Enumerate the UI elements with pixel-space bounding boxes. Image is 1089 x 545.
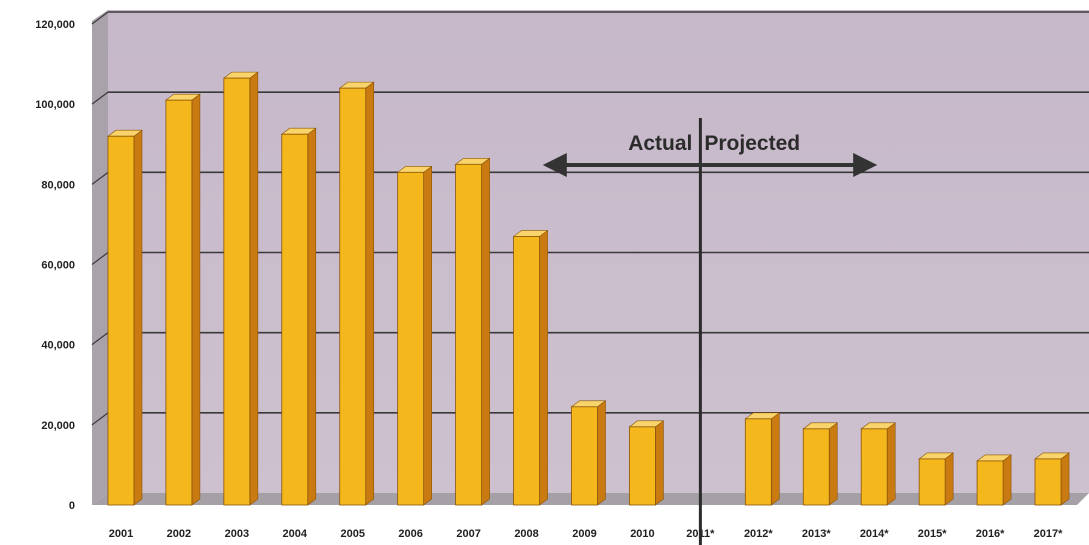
x-tick-label: 2007 xyxy=(456,528,480,540)
x-tick-label: 2015* xyxy=(918,528,947,540)
x-tick-label: 2010 xyxy=(630,528,654,540)
bar-2008 xyxy=(512,229,549,506)
bar-2001 xyxy=(107,129,143,506)
y-axis-ticks: 0 20,000 40,000 60,000 80,000 100,000 120,000 xyxy=(35,19,75,512)
bar-2015 xyxy=(918,452,955,506)
x-tick-label: 2017* xyxy=(1034,528,1063,540)
x-tick-label: 2002 xyxy=(167,528,191,540)
gridline-side xyxy=(91,332,109,346)
gridline-side xyxy=(91,252,109,265)
y-tick-label: 100,000 xyxy=(35,99,75,111)
bars xyxy=(107,71,1070,506)
x-axis-ticks: 2001 2002 2003 2004 2005 2006 2007 2008 2009 2010… xyxy=(109,528,1063,540)
bar-2005 xyxy=(338,81,375,506)
x-tick-label: 2006 xyxy=(398,528,422,540)
bar-2014 xyxy=(860,422,897,506)
x-tick-label: 2012* xyxy=(744,528,773,540)
gridline-side xyxy=(91,171,109,185)
bar-2016 xyxy=(976,454,1012,506)
projected-label: Projected xyxy=(704,132,800,155)
bar-2007 xyxy=(454,157,491,506)
y-tick-label: 0 xyxy=(69,500,75,512)
bar-2004 xyxy=(280,127,317,506)
bar-2010 xyxy=(628,420,665,506)
bar-2006 xyxy=(396,165,433,506)
bar-2003 xyxy=(222,71,259,506)
y-tick-label: 120,000 xyxy=(35,19,75,31)
x-tick-label: 2001 xyxy=(109,528,133,540)
bar-2002 xyxy=(165,93,201,506)
x-tick-label: 2013* xyxy=(802,528,831,540)
actual-label: Actual xyxy=(628,132,692,155)
bar-2012 xyxy=(744,412,781,506)
plot-side-wall xyxy=(92,10,108,505)
gridline-side xyxy=(91,412,109,426)
bar-2017 xyxy=(1034,452,1070,506)
x-tick-label: 2004 xyxy=(283,528,308,540)
gridline-side xyxy=(91,91,109,105)
x-tick-label: 2008 xyxy=(514,528,538,540)
x-tick-label: 2003 xyxy=(225,528,249,540)
y-tick-label: 80,000 xyxy=(41,179,75,191)
y-tick-label: 60,000 xyxy=(41,260,75,272)
bar-2009 xyxy=(570,400,607,506)
gridline-side xyxy=(91,11,109,25)
bar-2013 xyxy=(802,422,839,506)
gridlines xyxy=(91,11,1089,426)
x-tick-label: 2014* xyxy=(860,528,889,540)
y-tick-label: 20,000 xyxy=(41,420,75,432)
x-tick-label: 2016* xyxy=(976,528,1005,540)
x-tick-label: 2009 xyxy=(572,528,596,540)
x-tick-label: 2005 xyxy=(340,528,364,540)
y-tick-label: 40,000 xyxy=(41,340,75,352)
